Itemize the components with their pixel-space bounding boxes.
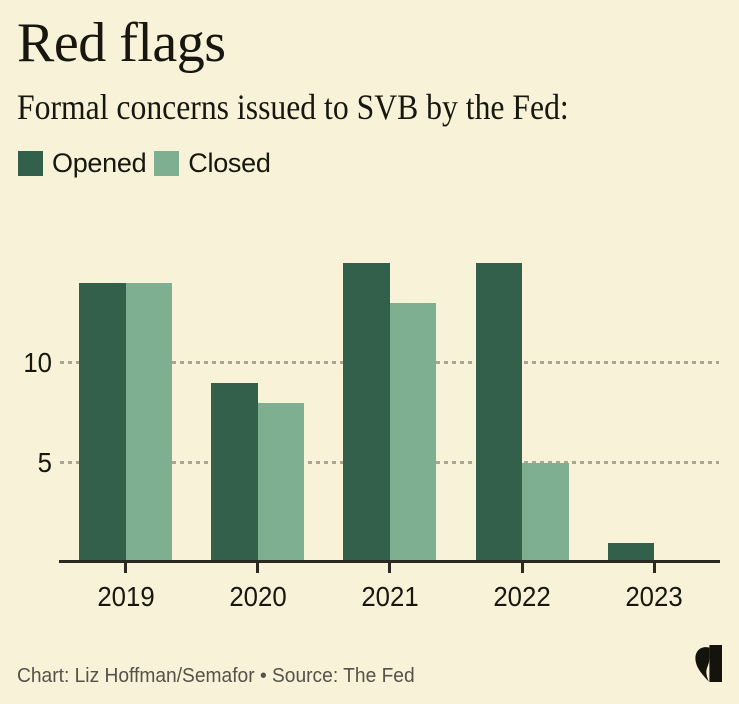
bar-closed-2021 (389, 303, 437, 560)
bar-opened-2019 (79, 283, 126, 560)
bar-closed-2022 (522, 463, 569, 560)
x-axis-line (59, 560, 720, 563)
x-tick-2023 (652, 563, 656, 573)
bar-opened-2022 (475, 263, 523, 560)
x-tick-2020 (256, 563, 260, 573)
legend: Opened Closed (18, 150, 271, 177)
y-axis-label-5: 5 (37, 447, 52, 478)
credit-line: Chart: Liz Hoffman/Semafor • Source: The… (17, 665, 415, 687)
x-axis-label-2021: 2021 (361, 581, 419, 612)
legend-swatch-opened (18, 151, 43, 176)
bar-opened-2023 (607, 543, 655, 560)
x-axis-label-2022: 2022 (493, 581, 551, 612)
x-axis-label-2020: 2020 (229, 581, 287, 612)
bar-closed-2019 (125, 283, 172, 560)
x-axis-label-2019: 2019 (96, 581, 155, 612)
semafor-logo (695, 645, 722, 682)
x-tick-2019 (124, 563, 127, 573)
plot-area (59, 248, 720, 573)
x-tick-2021 (388, 563, 392, 573)
legend-label-opened: Opened (52, 148, 147, 178)
x-axis-label-2023: 2023 (625, 581, 683, 612)
legend-label-closed: Closed (188, 148, 271, 178)
bar-closed-2020 (257, 403, 305, 560)
legend-item-opened: Opened (18, 148, 147, 178)
legend-swatch-closed (154, 151, 180, 176)
bar-opened-2021 (343, 263, 390, 560)
chart-subtitle: Formal concerns issued to SVB by the Fed… (17, 87, 569, 127)
y-axis-label-10: 10 (23, 347, 52, 378)
legend-item-closed: Closed (154, 148, 271, 178)
bar-opened-2020 (211, 383, 258, 560)
x-tick-2022 (520, 563, 524, 573)
page-title: Red flags (17, 12, 226, 74)
